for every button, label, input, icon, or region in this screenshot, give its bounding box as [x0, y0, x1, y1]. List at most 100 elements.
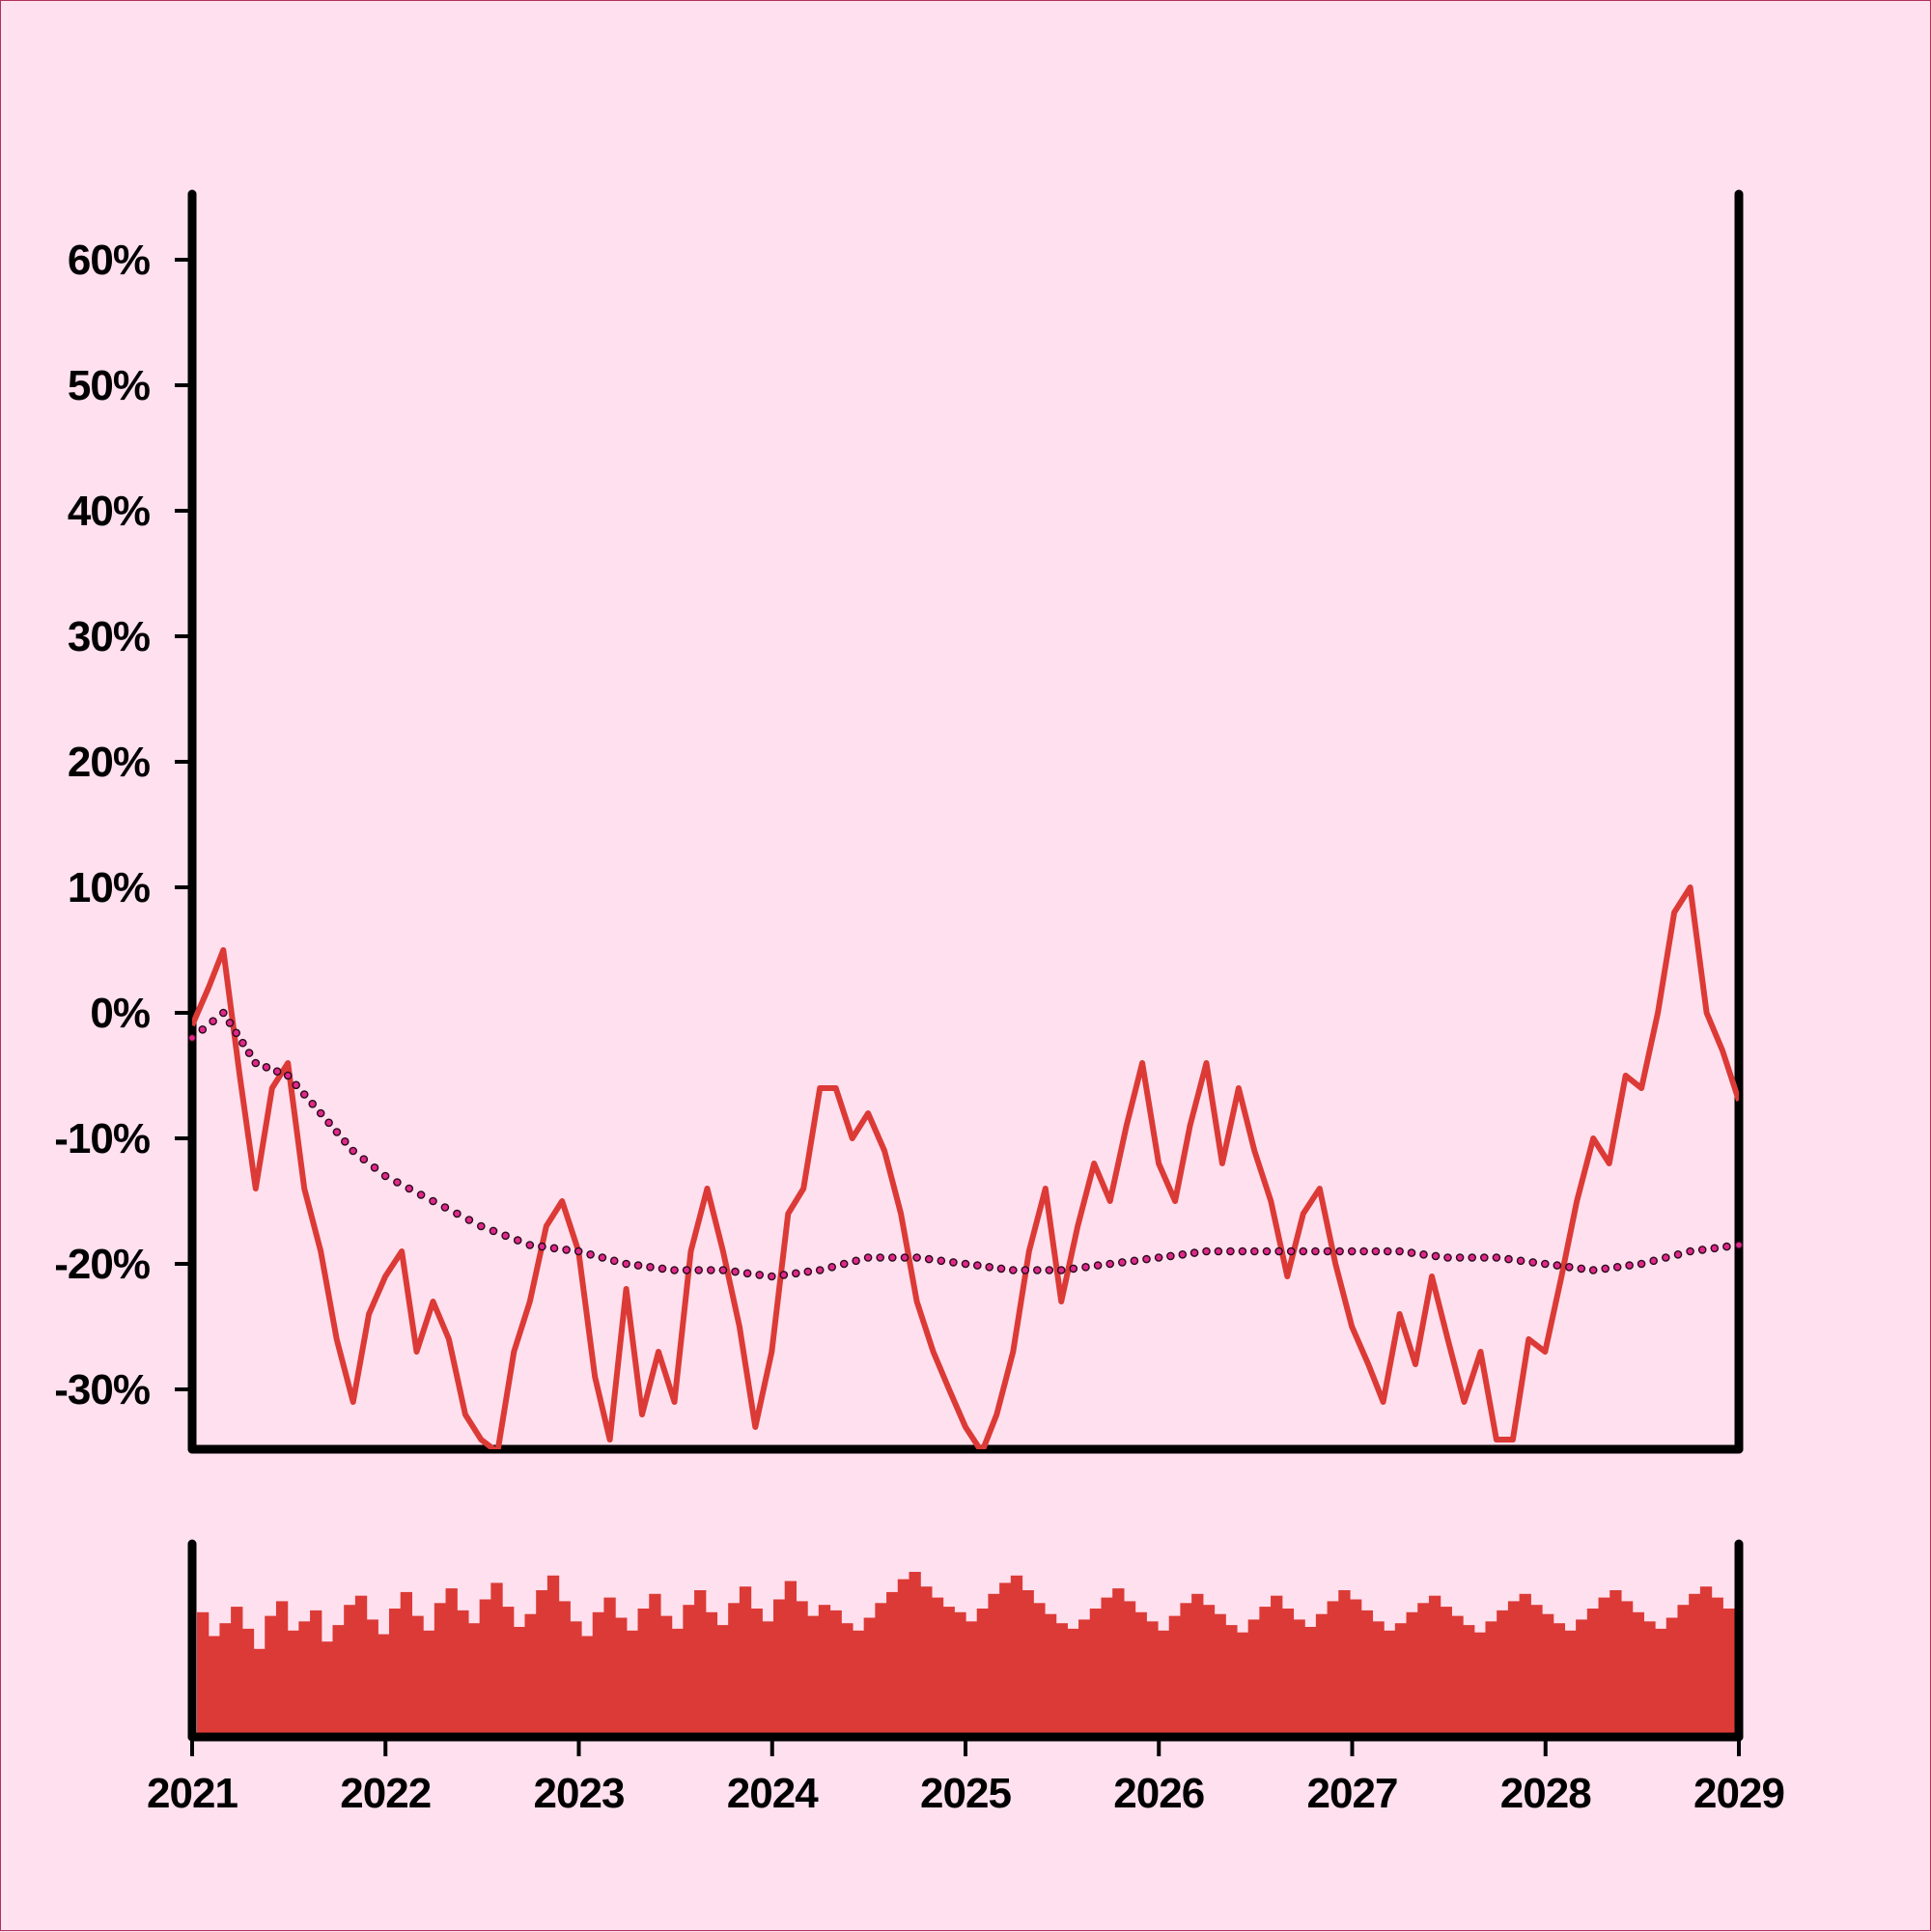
volume-bar: [875, 1603, 887, 1737]
trend-dot: [359, 1155, 369, 1163]
trend-dot: [1553, 1261, 1562, 1270]
trend-dot: [549, 1244, 559, 1253]
trend-dot: [380, 1171, 390, 1181]
x-axis-ticks: 2021 2022 2023 2024 2025 2026 2027 2028 2029: [147, 1737, 1785, 1817]
trend-dot: [1274, 1246, 1283, 1256]
volume-bar: [1689, 1593, 1701, 1737]
volume-bar: [1463, 1625, 1475, 1737]
volume-bar: [467, 1623, 481, 1737]
trend-dot: [308, 1100, 318, 1108]
volume-bar: [649, 1593, 661, 1737]
volume-bar: [502, 1607, 515, 1737]
trend-dot: [1625, 1261, 1634, 1270]
trend-dot: [299, 1090, 309, 1099]
trend-dot: [1528, 1258, 1537, 1267]
trend-dot: [244, 1049, 254, 1057]
trend-dot: [1166, 1251, 1175, 1261]
trend-dot: [464, 1216, 474, 1224]
trend-dot: [1383, 1246, 1392, 1256]
trend-dot: [225, 1019, 235, 1027]
volume-bar: [1350, 1599, 1362, 1737]
trend-dot: [670, 1266, 679, 1274]
x-tick-label: 2021: [147, 1770, 238, 1817]
trend-dot: [1286, 1246, 1296, 1256]
trend-dot: [694, 1266, 704, 1274]
trend-dot: [562, 1246, 571, 1254]
x-tick-label: 2025: [920, 1770, 1011, 1817]
trend-dot: [1468, 1253, 1476, 1262]
trend-dot: [440, 1203, 450, 1212]
trend-dot: [779, 1271, 789, 1279]
volume-bar: [897, 1579, 910, 1737]
volume-bar: [1327, 1601, 1339, 1737]
volume-bar: [354, 1595, 368, 1737]
volume-bar: [558, 1601, 571, 1737]
volume-bar: [1010, 1575, 1023, 1737]
volume-bar: [321, 1641, 334, 1737]
volume-bar: [1553, 1623, 1566, 1737]
trend-dot: [1202, 1246, 1211, 1256]
x-tick-label: 2027: [1307, 1770, 1398, 1817]
volume-bar: [1304, 1627, 1317, 1737]
trend-dot: [1697, 1246, 1707, 1254]
volume-bar: [1440, 1607, 1452, 1737]
trend-dot: [1395, 1246, 1404, 1256]
volume-bar: [513, 1627, 526, 1737]
volume-bar: [1236, 1632, 1249, 1737]
volume-bar: [909, 1572, 921, 1737]
trend-dot: [1178, 1250, 1188, 1259]
x-tick-label: 2023: [534, 1770, 625, 1817]
volume-bar: [1417, 1603, 1430, 1737]
trend-dot: [1130, 1256, 1139, 1266]
volume-bar: [931, 1597, 944, 1737]
trend-dot: [1734, 1241, 1744, 1249]
volume-bar: [988, 1593, 1000, 1737]
trend-dot: [1492, 1253, 1501, 1262]
volume-bar: [1202, 1605, 1216, 1737]
trend-dot: [1081, 1263, 1090, 1272]
trend-dot: [1093, 1261, 1103, 1270]
trend-dot: [996, 1264, 1006, 1274]
trend-dot: [586, 1250, 595, 1259]
volume-bar: [1055, 1623, 1068, 1737]
trend-dot: [1323, 1246, 1332, 1256]
volume-bar: [479, 1599, 491, 1737]
volume-bar: [966, 1621, 978, 1737]
volume-bar: [739, 1586, 752, 1737]
volume-bar: [1315, 1613, 1329, 1737]
volume-bar: [829, 1610, 842, 1737]
trend-dot: [1662, 1253, 1670, 1262]
volume-bar: [1677, 1605, 1690, 1737]
volume-bar: [1722, 1609, 1735, 1737]
trend-dot: [961, 1259, 970, 1269]
trend-dot: [1431, 1251, 1441, 1261]
trend-dot: [332, 1128, 342, 1136]
trend-dot: [742, 1269, 752, 1278]
volume-bar: [671, 1628, 684, 1737]
y-tick-label: -30%: [54, 1366, 150, 1414]
volume-bar: [1586, 1609, 1600, 1737]
trend-dot: [316, 1108, 325, 1118]
y-axis-ticks: 60% 50% 40% 30% 20% 10% 0% -10% -20% -30%: [54, 237, 192, 1414]
volume-bar: [1507, 1601, 1521, 1737]
trend-dot: [501, 1231, 510, 1241]
volume-bar: [1338, 1590, 1351, 1737]
volume-bar: [773, 1599, 786, 1737]
volume-bar: [332, 1625, 345, 1737]
trend-dot: [1311, 1246, 1320, 1256]
trend-dot: [1226, 1246, 1235, 1256]
volume-bar: [750, 1609, 763, 1737]
volume-bar: [310, 1610, 322, 1737]
volume-bar: [1598, 1597, 1610, 1737]
volume-bar: [287, 1630, 299, 1737]
volume-bar: [784, 1581, 798, 1737]
volume-bar: [434, 1603, 447, 1737]
trend-dot: [1637, 1259, 1646, 1269]
volume-bar: [1620, 1601, 1634, 1737]
trend-dot: [852, 1256, 860, 1266]
trend-dot: [1189, 1248, 1199, 1257]
trend-dot: [1262, 1246, 1272, 1256]
volume-bar: [298, 1621, 311, 1737]
volume-bar: [1394, 1623, 1408, 1737]
